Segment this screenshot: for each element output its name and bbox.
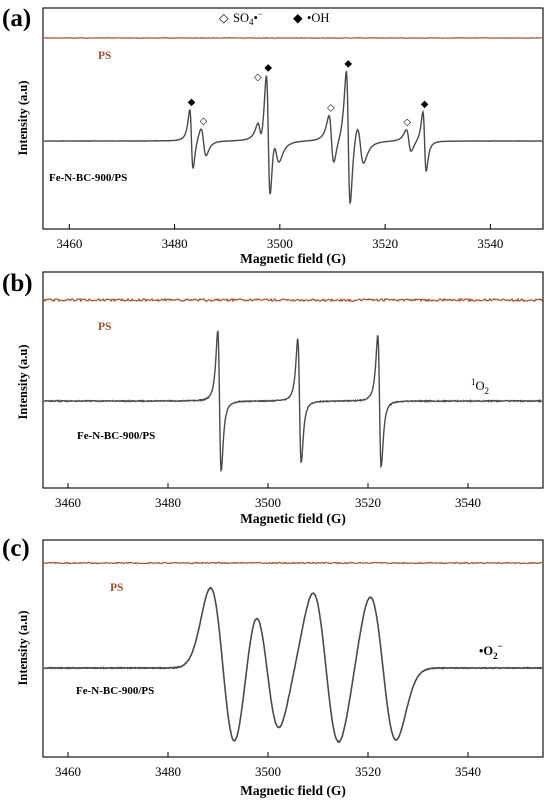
panel-c-x-title: Magnetic field (G) xyxy=(240,783,346,798)
panel-a-x-ticks: 3460 3480 3500 3520 3540 xyxy=(56,224,503,251)
panel-c-frame xyxy=(42,539,544,758)
panel-c-y-title: Intensity (a.u) xyxy=(16,610,30,685)
panel-c-ps-label: PS xyxy=(110,582,123,594)
panel-a-legend: ◇ SO4•− ◆ •OH xyxy=(219,9,329,27)
legend-hydroxyl-marker: ◆ xyxy=(293,11,303,25)
legend-sulfate-label: SO4•− xyxy=(233,9,263,27)
panel-c-sample-label: Fe-N-BC-900/PS xyxy=(76,685,154,697)
sulfate-peak-marker: ◇ xyxy=(403,117,411,128)
panel-b-sample-label: Fe-N-BC-900/PS xyxy=(77,430,155,442)
hydroxyl-peak-marker: ◆ xyxy=(188,97,196,108)
x-tick-label: 3480 xyxy=(155,495,181,510)
panel-a-y-title: Intensity (a.u) xyxy=(16,80,30,155)
x-tick-label: 3500 xyxy=(255,495,281,510)
x-tick-label: 3500 xyxy=(267,236,293,251)
panel-c-sample-trace xyxy=(43,586,543,744)
panel-a-x-title: Magnetic field (G) xyxy=(240,251,346,266)
panel-b-sample-trace xyxy=(43,330,543,473)
x-tick-label: 3480 xyxy=(155,764,181,779)
panel-b-x-title: Magnetic field (G) xyxy=(240,511,346,526)
x-tick-label: 3540 xyxy=(455,764,481,779)
panel-b-x-ticks: 3460 3480 3500 3520 3540 xyxy=(55,483,481,510)
sulfate-peak-marker: ◇ xyxy=(327,103,335,114)
panel-a-ps-trace xyxy=(43,37,543,39)
hydroxyl-peak-marker: ◆ xyxy=(264,62,272,73)
hydroxyl-peak-marker: ◆ xyxy=(344,58,352,69)
panel-b-ps-trace xyxy=(43,297,543,303)
panel-b-y-title: Intensity (a.u) xyxy=(16,344,30,419)
x-tick-label: 3460 xyxy=(55,764,81,779)
panel-a-sample-label: Fe-N-BC-900/PS xyxy=(49,172,127,184)
panel-a-sample-trace xyxy=(43,70,543,205)
panel-b-ps-label: PS xyxy=(98,321,111,333)
x-tick-label: 3520 xyxy=(355,495,381,510)
panel-c-x-ticks: 3460 3480 3500 3520 3540 xyxy=(55,752,481,779)
x-tick-label: 3460 xyxy=(55,495,81,510)
panel-a-peak-markers: ◆◇◇◆◇◆◇◆ xyxy=(188,58,429,127)
x-tick-label: 3520 xyxy=(372,236,398,251)
panel-a: (a) ◇ SO4•− ◆ •OH PS Fe-N-BC-900/PS ◆◇◇◆… xyxy=(2,5,544,266)
sulfate-peak-marker: ◇ xyxy=(254,72,262,83)
panel-a-ps-label: PS xyxy=(98,50,111,62)
panel-a-letter: (a) xyxy=(2,5,31,32)
x-tick-label: 3540 xyxy=(477,236,503,251)
panel-a-frame xyxy=(42,7,544,230)
panel-b-letter: (b) xyxy=(2,270,33,297)
panel-c-superoxide-label: •O2− xyxy=(479,641,503,661)
sulfate-peak-marker: ◇ xyxy=(200,116,208,127)
panel-c: (c) PS Fe-N-BC-900/PS •O2− 3460 3480 3500 3… xyxy=(2,535,544,798)
panel-b-singlet-oxygen-label: 1O2 xyxy=(471,377,489,396)
x-tick-label: 3500 xyxy=(255,764,281,779)
legend-sulfate-marker: ◇ xyxy=(219,11,229,25)
x-tick-label: 3480 xyxy=(162,236,188,251)
legend-hydroxyl-label: •OH xyxy=(307,11,329,25)
x-tick-label: 3540 xyxy=(455,495,481,510)
hydroxyl-peak-marker: ◆ xyxy=(421,99,429,110)
panel-c-ps-trace xyxy=(43,561,543,565)
x-tick-label: 3460 xyxy=(56,236,82,251)
panel-c-letter: (c) xyxy=(2,535,30,562)
panel-b-frame xyxy=(42,271,544,489)
x-tick-label: 3520 xyxy=(355,764,381,779)
panel-b: (b) PS Fe-N-BC-900/PS 1O2 3460 3480 3500 35… xyxy=(2,270,544,526)
